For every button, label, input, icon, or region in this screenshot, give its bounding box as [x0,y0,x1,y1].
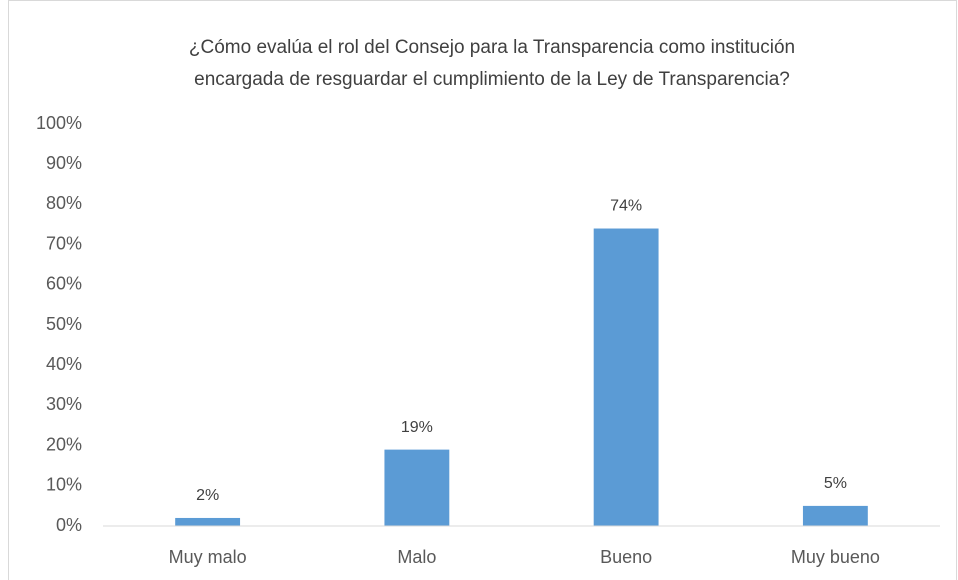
y-tick-label: 30% [46,394,82,414]
y-tick-label: 40% [46,354,82,374]
y-tick-label: 90% [46,153,82,173]
y-tick-label: 70% [46,233,82,253]
x-tick-label: Muy malo [169,547,247,567]
y-tick-label: 80% [46,193,82,213]
bar [384,449,450,526]
chart-frame [8,0,957,580]
bar [802,505,868,526]
y-tick-label: 100% [36,113,82,133]
value-label: 74% [610,198,642,215]
chart-title: ¿Cómo evalúa el rol del Consejo para la … [189,37,795,58]
y-tick-label: 60% [46,274,82,294]
y-tick-label: 50% [46,314,82,334]
bar [593,228,659,526]
y-tick-label: 0% [56,515,82,535]
x-tick-label: Malo [397,547,436,567]
y-tick-label: 10% [46,475,82,495]
value-label: 19% [401,419,433,436]
y-tick-label: 20% [46,434,82,454]
value-label: 2% [196,487,219,504]
value-label: 5% [824,475,847,492]
chart-title: encargada de resguardar el cumplimiento … [194,69,790,90]
x-tick-label: Bueno [600,547,652,567]
bar [175,517,241,526]
x-tick-label: Muy bueno [791,547,880,567]
